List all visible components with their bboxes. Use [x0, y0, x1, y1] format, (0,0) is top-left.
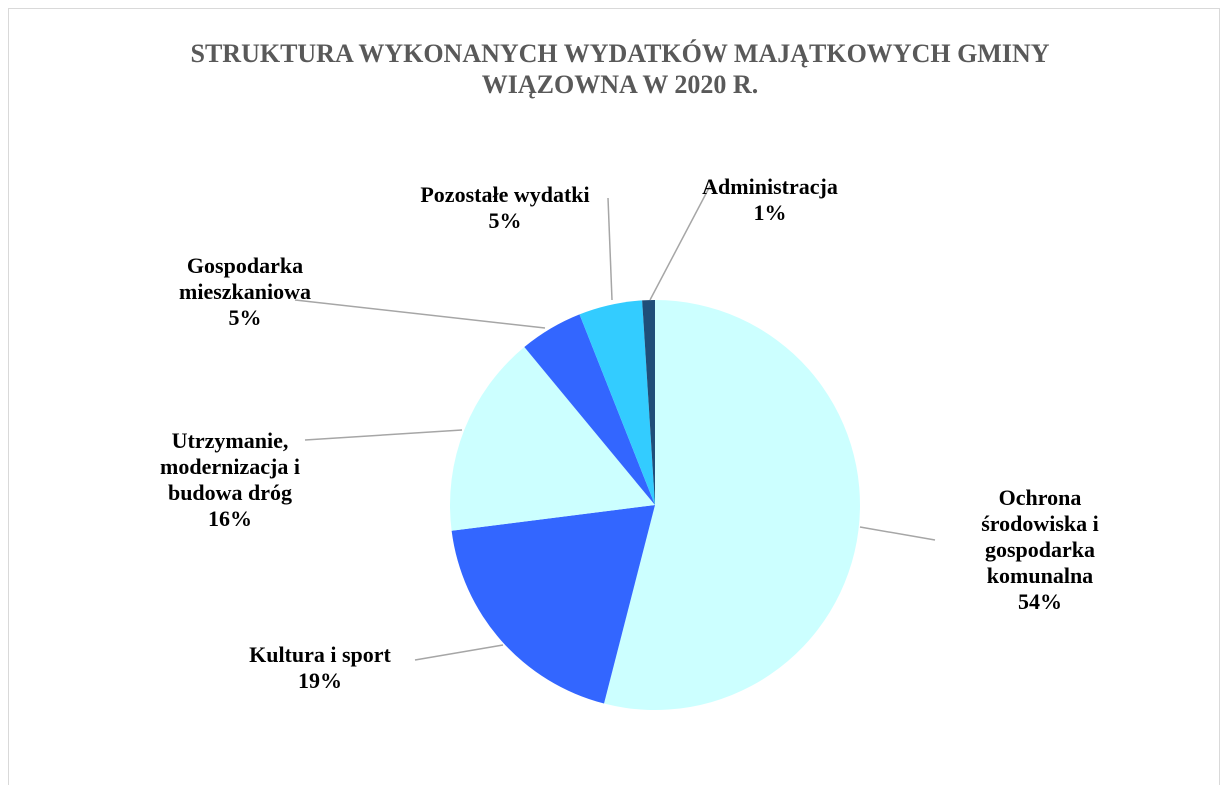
category-label: Pozostałe wydatki	[420, 182, 590, 207]
value-label: 16%	[208, 506, 252, 531]
leader-line	[414, 644, 504, 661]
data-label: Ochrona środowiska i gospodarka komunaln…	[945, 485, 1135, 615]
leader-line	[607, 197, 613, 301]
value-label: 5%	[488, 208, 522, 233]
chart-border	[8, 8, 1220, 785]
category-label: Ochrona środowiska i gospodarka komunaln…	[981, 485, 1099, 588]
chart-title: STRUKTURA WYKONANYCH WYDATKÓW MAJĄTKOWYC…	[190, 39, 1050, 99]
pie-slice	[450, 347, 655, 531]
leader-line	[649, 185, 711, 301]
category-label: Gospodarka mieszkaniowa	[179, 253, 311, 304]
data-label: Gospodarka mieszkaniowa 5%	[165, 253, 325, 331]
data-label: Kultura i sport 19%	[220, 642, 420, 694]
pie-slice	[524, 314, 655, 505]
category-label: Administracja	[702, 174, 838, 199]
data-label: Pozostałe wydatki 5%	[395, 182, 615, 234]
value-label: 19%	[298, 668, 342, 693]
leader-line	[304, 429, 463, 441]
data-label: Utrzymanie, modernizacja i budowa dróg 16…	[140, 428, 320, 532]
value-label: 1%	[753, 200, 787, 225]
pie-slice	[579, 300, 655, 505]
pie-slice	[604, 300, 860, 710]
pie-slice	[642, 300, 655, 505]
category-label: Utrzymanie, modernizacja i budowa dróg	[160, 428, 300, 505]
pie-slice	[451, 505, 655, 704]
leader-line	[859, 526, 936, 541]
value-label: 54%	[1018, 589, 1062, 614]
value-label: 5%	[228, 305, 262, 330]
leader-line	[294, 299, 546, 329]
category-label: Kultura i sport	[249, 642, 391, 667]
data-label: Administracja 1%	[680, 174, 860, 226]
